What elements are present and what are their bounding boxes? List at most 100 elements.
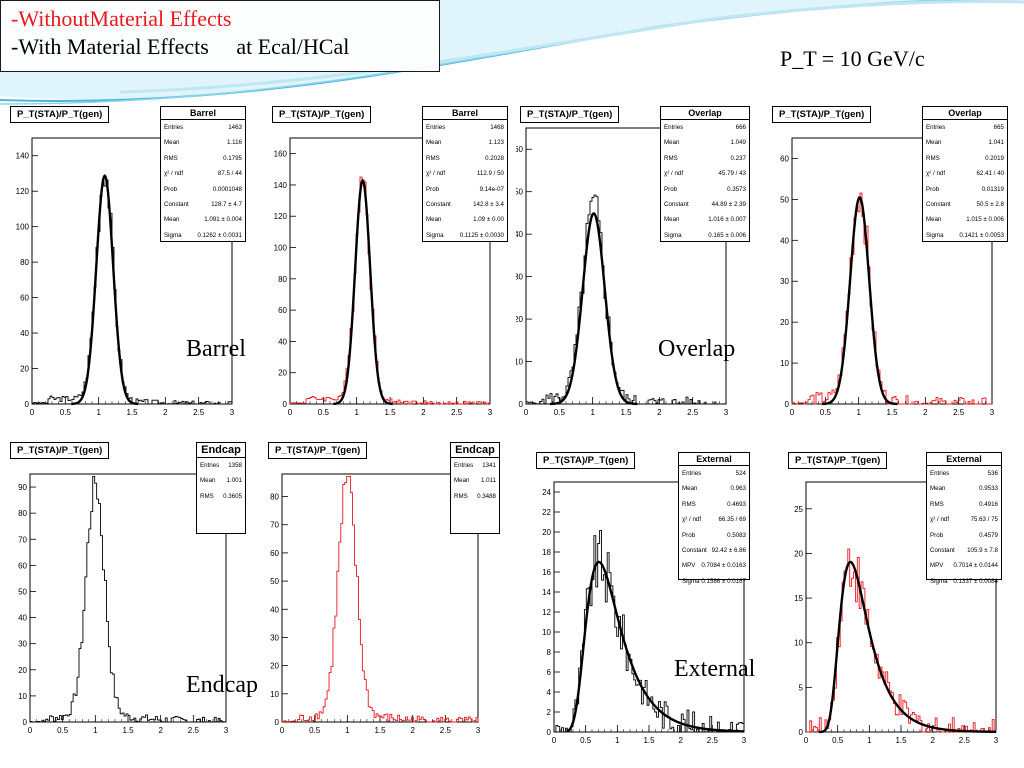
stats-row: Entries 1341 [451,458,499,473]
y-tick-label: 100 [274,244,288,253]
stats-value: 536 [987,470,998,477]
stats-row: Constant 92.42 ± 6.86 [679,543,749,558]
x-tick-label: 1 [615,736,620,745]
histogram-title: P_T(STA)/P_T(gen) [272,106,372,123]
y-tick-label: 0 [799,728,804,737]
histogram-title: P_T(STA)/P_T(gen) [520,106,620,123]
legend-with-material: -With Material Effects at Ecal/HCal [11,34,350,59]
stats-key: RMS [426,154,440,162]
stats-value: 1.116 [226,139,242,147]
y-tick-label: 140 [274,181,288,190]
stats-row: Constant 128.7 ± 4.7 [161,197,245,212]
stats-key: Mean [926,139,942,147]
stats-value: 1.001 [226,477,242,485]
x-tick-label: 0 [790,408,795,417]
y-tick-label: 50 [516,188,524,197]
x-tick-label: 0 [524,408,529,417]
stats-key: Mean [682,485,698,493]
y-tick-label: 120 [274,212,288,221]
legend-box: -WithoutMaterial Effects -With Material … [0,0,440,72]
stats-key: Prob [664,185,678,193]
stats-box: External Entries 524 Mean 0.963 RMS 0.4693 χ² /… [678,452,750,585]
stats-key: Mean [930,485,946,493]
stats-value: 0.1795 [223,154,242,162]
stats-key: Mean [426,216,442,224]
x-tick-label: 1.5 [122,726,134,735]
stats-key: χ² / ndf [664,170,684,178]
stats-key: Mean [164,139,180,147]
stats-key: Sigma [664,231,682,239]
stats-row: Prob 0.4579 [927,528,1001,543]
y-tick-label: 0 [519,400,524,409]
stats-row: Mean 1.041 [923,135,1007,150]
x-tick-label: 3 [230,408,235,417]
y-tick-label: 0 [275,718,280,727]
y-tick-label: 70 [18,535,27,544]
stats-row: χ² / ndf 45.79 / 43 [661,166,749,181]
stats-value: 0.1125 ± 0.0030 [459,231,504,239]
stats-key: Entries [454,462,474,469]
y-tick-label: 20 [270,662,279,671]
y-tick-label: 10 [542,628,551,637]
y-tick-label: 20 [794,549,803,558]
y-tick-label: 40 [20,329,29,338]
label-external: External [674,656,756,682]
y-tick-label: 120 [16,187,30,196]
y-tick-label: 8 [547,648,552,657]
y-tick-label: 30 [516,273,524,282]
label-barrel: Barrel [186,336,246,362]
stats-key: MPV [682,562,696,570]
stats-value: 0.7014 ± 0.0144 [953,562,998,570]
x-tick-label: 1 [590,408,595,417]
stats-row: MPV 0.7014 ± 0.0144 [927,558,1001,573]
stats-key: Entries [200,462,220,469]
x-tick-label: 1 [856,408,861,417]
stats-key: Constant [164,201,189,209]
y-tick-label: 10 [780,359,789,368]
x-tick-label: 1.5 [886,408,898,417]
x-tick-label: 1 [93,726,98,735]
y-tick-label: 60 [780,154,789,163]
x-tick-label: 0.5 [832,736,844,745]
x-tick-label: 0 [30,408,35,417]
x-tick-label: 0.5 [554,408,566,417]
stats-key: Constant [926,201,951,209]
stats-row: RMS 0.2019 [923,151,1007,166]
x-tick-label: 2.5 [959,736,971,745]
stats-key: Prob [164,185,178,193]
stats-key: Mean [426,139,442,147]
stats-key: Sigma [926,231,944,239]
stats-key: Entries [664,124,684,131]
y-tick-label: 0 [785,400,790,409]
stats-value: 1.015 ± 0.006 [966,216,1004,224]
y-tick-label: 0 [547,728,552,737]
stats-row: Prob 9.14e-07 [423,182,507,197]
stats-box-name: Overlap [923,107,1007,120]
stats-value: 0.3573 [727,185,746,193]
stats-box-name: Barrel [423,107,507,120]
y-tick-label: 60 [278,306,287,315]
stats-key: χ² / ndf [164,170,184,178]
y-tick-label: 20 [18,666,27,675]
stats-box: External Entries 536 Mean 0.9533 RMS 0.4916 χ² … [926,452,1002,585]
x-tick-label: 2 [678,736,683,745]
y-tick-label: 60 [270,549,279,558]
label-endcap: Endcap [186,672,258,698]
stats-box: Barrel Entries 1463 Mean 1.116 RMS 0.1795 χ² / … [160,106,246,242]
stats-key: Prob [682,531,696,539]
stats-value: 1468 [490,124,504,131]
x-tick-label: 3 [742,736,747,745]
stats-box: Overlap Entries 666 Mean 1.049 RMS 0.237 χ² / n… [660,106,750,242]
y-tick-label: 80 [270,493,279,502]
y-tick-label: 80 [20,258,29,267]
label-overlap: Overlap [658,336,736,362]
x-tick-label: 3 [488,408,493,417]
stats-value: 524 [735,470,746,477]
histogram-overlap-with: 0 0.5 1 1.5 2 2.5 3 0 10 20 30 40 50 60 P_T(STA)/P_T(g… [768,104,1014,422]
stats-value: 1358 [228,462,242,469]
stats-row: Constant 50.5 ± 2.8 [923,197,1007,212]
stats-row: Sigma 0.1337 ± 0.0084 [927,574,1001,589]
stats-key: Prob [926,185,940,193]
x-tick-label: 2.5 [193,408,205,417]
stats-key: Entries [930,470,950,477]
